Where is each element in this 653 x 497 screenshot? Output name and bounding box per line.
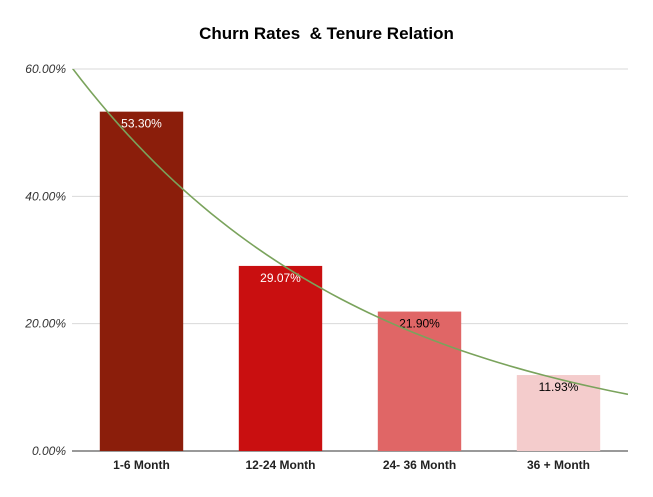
bar xyxy=(516,375,601,451)
trendline xyxy=(72,69,628,396)
bar xyxy=(377,311,462,451)
x-tick-label: 12-24 Month xyxy=(245,458,315,472)
data-label: 11.93% xyxy=(539,380,579,394)
chart-title: Churn Rates & Tenure Relation xyxy=(199,24,454,43)
x-tick-label: 1-6 Month xyxy=(113,458,170,472)
x-tick-label: 24- 36 Month xyxy=(383,458,456,472)
y-tick-label: 60.00% xyxy=(25,62,66,76)
x-tick-label: 36 + Month xyxy=(527,458,590,472)
data-label: 29.07% xyxy=(260,271,301,285)
data-label: 21.90% xyxy=(399,317,440,331)
y-tick-label: 20.00% xyxy=(24,317,66,331)
y-tick-label: 0.00% xyxy=(32,444,66,458)
bar xyxy=(238,265,323,451)
bar xyxy=(99,111,184,451)
data-label: 53.30% xyxy=(121,117,162,131)
y-tick-label: 40.00% xyxy=(25,189,66,203)
